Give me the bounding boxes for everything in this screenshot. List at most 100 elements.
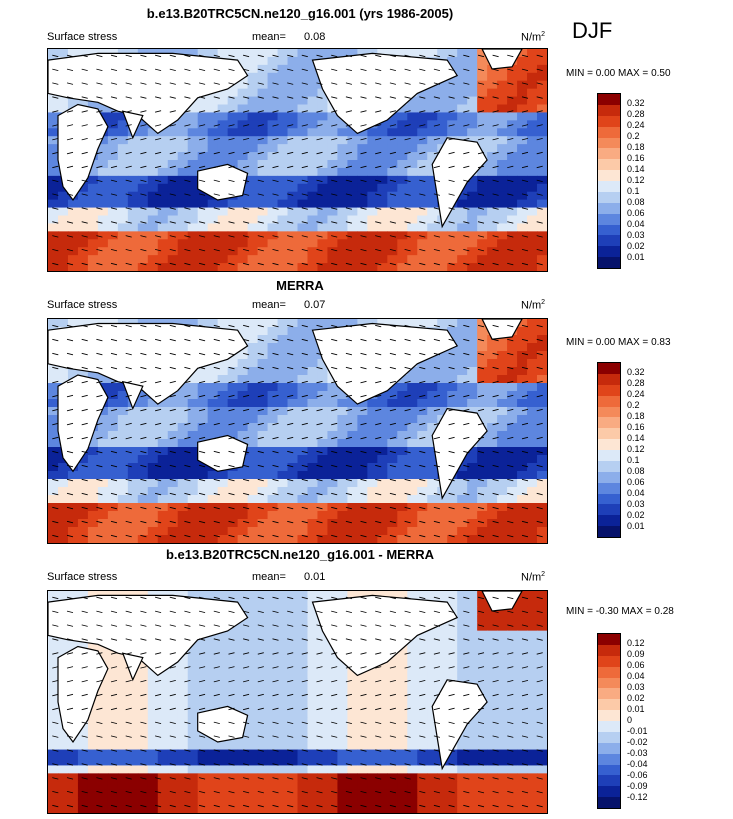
vector-arrow: [96, 324, 103, 328]
vector-arrow: [199, 534, 206, 538]
vector-arrow: [125, 124, 132, 127]
field-cell: [307, 423, 319, 432]
field-cell: [467, 247, 478, 256]
field-cell: [467, 112, 478, 121]
field-cell: [487, 72, 498, 82]
field-cell: [97, 717, 109, 727]
field-cell: [187, 479, 199, 488]
vector-arrow: [492, 124, 499, 127]
field-cell: [467, 327, 478, 336]
field-cell: [48, 415, 59, 424]
field-cell: [237, 223, 249, 232]
field-cell: [367, 175, 378, 185]
vector-arrow: [404, 534, 411, 538]
vector-arrow: [521, 338, 529, 342]
field-cell: [97, 741, 109, 751]
field-cell: [377, 207, 388, 217]
field-cell: [517, 415, 528, 424]
field-cell: [137, 535, 149, 543]
vector-arrow: [228, 221, 235, 224]
field-cell: [357, 215, 368, 225]
field-cell: [147, 199, 159, 209]
field-cell: [387, 407, 398, 416]
vector-arrow: [66, 249, 74, 252]
field-cell: [317, 128, 329, 137]
field-cell: [467, 487, 478, 496]
field-cell: [337, 319, 348, 328]
vector-arrow: [199, 338, 206, 342]
field-cell: [447, 670, 458, 679]
vector-arrow: [316, 221, 323, 224]
field-cell: [497, 535, 508, 543]
field-cell: [507, 247, 518, 256]
vector-arrow: [52, 324, 59, 328]
field-cell: [537, 479, 547, 488]
field-cell: [127, 725, 139, 735]
field-cell: [417, 215, 428, 225]
field-cell: [127, 717, 139, 727]
field-cell: [367, 215, 378, 225]
field-cell: [157, 678, 169, 687]
field-cell: [427, 646, 438, 656]
field-cell: [117, 191, 129, 201]
vector-arrow: [477, 492, 485, 496]
field-cell: [517, 207, 528, 217]
vector-arrow: [243, 534, 250, 538]
field-cell: [207, 112, 219, 121]
field-cell: [347, 239, 358, 248]
field-cell: [48, 471, 59, 480]
field-cell: [457, 239, 468, 248]
vector-arrow: [66, 450, 74, 454]
field-cell: [297, 96, 309, 106]
vector-arrow: [272, 235, 279, 238]
field-cell: [287, 638, 299, 648]
vector-arrow: [389, 235, 396, 238]
vector-arrow: [125, 534, 132, 538]
field-cell: [317, 223, 329, 232]
field-cell: [537, 335, 547, 344]
field-cell: [387, 519, 398, 528]
field-cell: [447, 391, 458, 400]
vector-arrow: [331, 235, 338, 238]
field-cell: [477, 207, 488, 217]
field-cell: [537, 725, 547, 735]
field-cell: [97, 527, 109, 536]
field-cell: [447, 104, 458, 114]
field-cell: [177, 415, 189, 424]
field-cell: [187, 725, 199, 735]
vector-arrow: [184, 408, 191, 412]
field-cell: [487, 654, 498, 663]
field-cell: [107, 423, 119, 432]
field-cell: [297, 367, 309, 376]
vector-arrow: [477, 96, 485, 99]
vector-arrow: [301, 478, 308, 482]
vector-arrow: [419, 68, 426, 71]
vector-arrow: [81, 506, 88, 510]
field-cell: [507, 670, 518, 679]
field-cell: [48, 678, 59, 687]
field-cell: [537, 654, 547, 663]
vector-arrow: [448, 54, 455, 58]
field-cell: [327, 399, 339, 408]
field-cell: [87, 519, 99, 528]
vector-arrow: [331, 124, 338, 127]
field-cell: [437, 128, 448, 137]
vector-arrow: [492, 207, 499, 210]
vector-arrow: [199, 450, 206, 454]
field-cell: [207, 646, 219, 656]
vector-arrow: [272, 138, 279, 141]
field-cell: [117, 128, 129, 137]
vector-arrow: [110, 380, 118, 384]
field-cell: [527, 191, 538, 201]
field-cell: [237, 431, 249, 440]
vector-arrow: [228, 506, 235, 510]
field-cell: [427, 167, 438, 177]
field-cell: [197, 638, 209, 648]
field-cell: [387, 175, 398, 185]
field-cell: [437, 80, 448, 90]
field-cell: [197, 391, 209, 400]
field-cell: [197, 255, 209, 264]
field-cell: [347, 319, 358, 328]
field-cell: [357, 741, 368, 751]
field-cell: [237, 88, 249, 98]
